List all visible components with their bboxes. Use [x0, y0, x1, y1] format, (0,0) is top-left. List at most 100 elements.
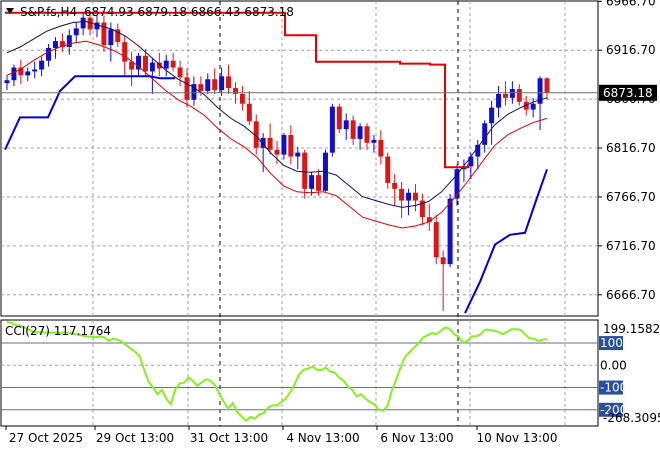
candle-body	[198, 84, 204, 91]
candle-body	[295, 152, 301, 157]
candle-body	[482, 123, 488, 145]
candle-body	[357, 126, 363, 139]
candle-body	[142, 55, 148, 72]
candle-body	[329, 106, 335, 153]
candle-body	[496, 93, 502, 108]
candle-body	[191, 84, 197, 100]
candle-body	[406, 192, 412, 201]
candle-body	[94, 22, 100, 30]
donchian-upper-line	[5, 11, 469, 169]
candle-body	[149, 62, 155, 72]
cci-level-label: 100	[600, 336, 623, 350]
candle-body	[205, 79, 211, 91]
candle-body	[385, 156, 391, 183]
candle-body	[66, 35, 72, 47]
cci-level-label: 0.00	[600, 358, 627, 372]
x-tick-label: 31 Oct 13:00	[190, 431, 268, 445]
candle-body	[226, 76, 232, 89]
candle-body	[25, 71, 31, 76]
candle-body	[440, 257, 446, 265]
candle-body	[32, 69, 38, 72]
candle-body	[101, 22, 107, 46]
candle-body	[412, 192, 418, 201]
cci-level-label: -100	[600, 381, 627, 395]
x-tick-label: 6 Nov 13:00	[380, 431, 453, 445]
candle-body	[80, 17, 86, 29]
candle-body	[288, 135, 294, 157]
candle-body	[316, 175, 322, 191]
candle-body	[170, 60, 176, 68]
candle-body	[371, 139, 377, 143]
candle-body	[73, 28, 79, 36]
candle-body	[136, 55, 142, 70]
candle-body	[364, 126, 370, 143]
cci-marks	[6, 320, 548, 423]
candle-body	[281, 135, 287, 155]
candle-body	[516, 89, 522, 102]
candle-body	[246, 103, 252, 122]
candle-body	[87, 17, 93, 30]
candle-body	[475, 144, 481, 157]
cci-title: CCI(27) 117.1764	[5, 324, 111, 338]
candle-body	[392, 182, 398, 189]
y-tick-label: 6916.70	[606, 43, 656, 57]
main-marks	[1, 11, 598, 314]
candle-body	[309, 175, 315, 189]
x-tick-label: 4 Nov 13:00	[286, 431, 359, 445]
candle-body	[163, 60, 169, 69]
candle-body	[419, 200, 425, 218]
candle-body	[378, 139, 384, 157]
chart-ohlc: 6874.93 6879.18 6866.43 6873.18	[84, 5, 294, 19]
cci-level-tag	[599, 336, 623, 351]
candle-body	[52, 41, 58, 48]
candle-body	[343, 120, 349, 130]
candle-body	[350, 120, 356, 139]
cci-grid	[1, 320, 598, 426]
candle-body	[447, 198, 453, 265]
candle-body	[433, 222, 439, 258]
candle-body	[260, 137, 266, 148]
candle-body	[253, 121, 259, 148]
cci-line	[6, 320, 548, 423]
candle-body	[219, 76, 225, 91]
axis-labels: 6966.706916.706866.706816.706766.706716.…	[5, 0, 660, 445]
candle-body	[274, 149, 280, 155]
collapse-triangle-icon[interactable]	[6, 8, 14, 14]
candle-body	[129, 61, 135, 70]
main-plot-frame	[0, 0, 599, 317]
candle-body	[502, 93, 508, 98]
candle-body	[11, 67, 17, 81]
candle-body	[454, 169, 460, 199]
y-tick-label: 6716.70	[606, 239, 656, 253]
candle-body	[46, 47, 52, 61]
cci-level-label: -200	[600, 403, 627, 417]
current-price-label: 6873.18	[603, 86, 653, 100]
candle-body	[156, 62, 162, 69]
candle-body	[426, 217, 432, 223]
candle-body	[530, 103, 536, 110]
candle-body	[184, 77, 190, 100]
candle-body	[18, 67, 24, 76]
cci-bottom-label: -268.3095	[603, 411, 660, 425]
candle-body	[59, 41, 65, 47]
candle-body	[267, 137, 273, 150]
y-tick-label: 6666.70	[606, 288, 656, 302]
candle-body	[239, 93, 245, 104]
envelope-lower-line	[6, 40, 548, 229]
x-tick-label: 10 Nov 13:00	[477, 431, 558, 445]
current-price-tag	[599, 84, 657, 101]
candle-body	[537, 78, 543, 104]
candle-body	[468, 156, 474, 167]
candle-body	[336, 106, 342, 130]
candle-body	[115, 29, 121, 43]
cci-level-tag	[599, 402, 623, 417]
candle-body	[509, 89, 515, 98]
candle-body	[489, 107, 495, 124]
x-tick-label: 29 Oct 13:00	[96, 431, 174, 445]
y-tick-label: 6966.70	[606, 0, 656, 8]
y-tick-label: 6816.70	[606, 141, 656, 155]
cci-level-tag	[599, 380, 623, 395]
cci-top-label: 199.1582	[603, 322, 660, 336]
y-tick-label: 6766.70	[606, 190, 656, 204]
